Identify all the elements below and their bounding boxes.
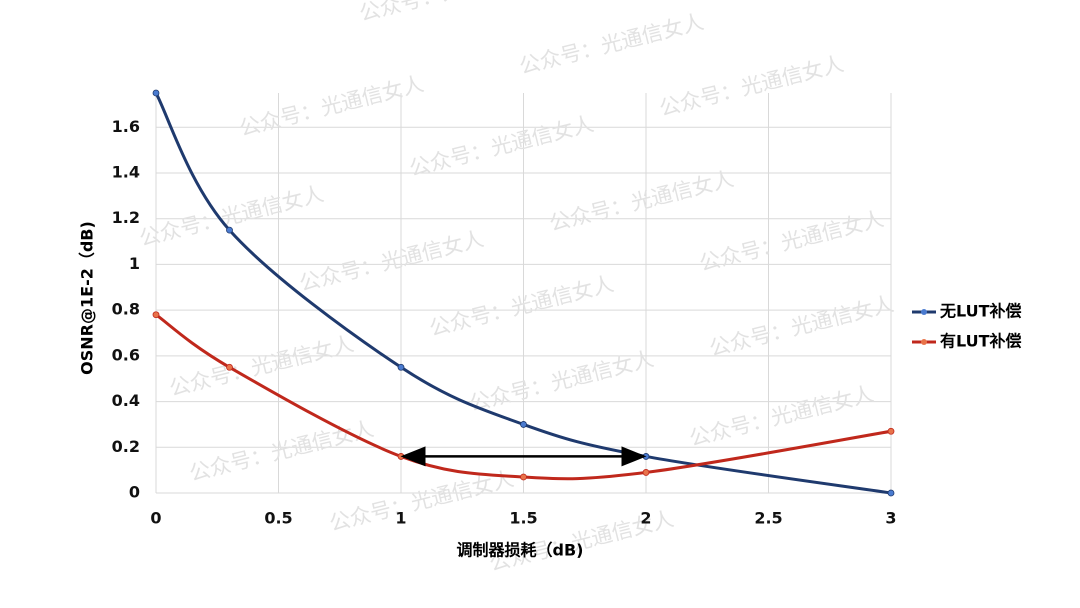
watermark: 公众号：光通信女人	[657, 52, 846, 121]
point	[152, 311, 160, 319]
point	[887, 427, 895, 435]
legend-label: 有LUT补偿	[940, 332, 1022, 351]
y-tick-label: 1.2	[112, 208, 140, 227]
x-tick-label: 1	[395, 509, 406, 528]
series-line	[154, 92, 892, 495]
y-axis-label: OSNR@1E-2（dB)	[78, 221, 97, 375]
point	[887, 489, 895, 497]
watermark: 公众号：光通信女人	[427, 272, 616, 341]
watermark: 公众号：光通信女人	[467, 347, 656, 416]
watermark: 公众号：光通信女人	[707, 292, 896, 361]
watermark: 公众号：光通信女人	[237, 72, 426, 141]
y-tick-label: 0.6	[112, 345, 140, 364]
y-tick-label: 1	[129, 254, 140, 273]
legend-marker	[921, 339, 927, 345]
point	[226, 363, 233, 371]
y-tick-label: 1.6	[112, 117, 140, 136]
point	[642, 469, 650, 476]
watermark: 公众号：光通信女人	[407, 112, 596, 181]
point	[520, 421, 527, 428]
point	[397, 363, 405, 371]
legend-marker	[921, 309, 927, 315]
watermark: 公众号：光通信女人	[187, 417, 376, 486]
x-tick-label: 0.5	[264, 509, 292, 528]
x-axis-label: 调制器损耗（dB)	[457, 541, 584, 560]
watermark: 公众号：光通信女人	[697, 207, 886, 276]
y-tick-label: 0.2	[112, 437, 140, 456]
legend-label: 无LUT补偿	[939, 302, 1022, 321]
watermark: 公众号：光通信女人	[547, 167, 736, 236]
watermark: 公众号：光通信女人	[167, 332, 356, 401]
watermark: 公众号：光通信女人	[297, 227, 486, 296]
x-tick-label: 2	[640, 509, 651, 528]
y-tick-label: 0.4	[112, 391, 140, 410]
point	[520, 473, 527, 481]
y-tick-label: 1.4	[112, 163, 140, 182]
watermark: 公众号：光通信女人	[137, 182, 326, 251]
point	[226, 226, 233, 234]
watermark: 公众号：光通信女人	[517, 10, 706, 79]
x-tick-label: 3	[885, 509, 896, 528]
point	[152, 89, 160, 97]
y-tick-label: 0	[129, 483, 140, 502]
x-tick-label: 2.5	[754, 509, 782, 528]
x-tick-label: 0	[150, 509, 161, 528]
watermark: 公众号：光通信女人	[327, 467, 516, 536]
watermark: 公众号：光通信女人	[357, 0, 546, 26]
x-tick-label: 1.5	[509, 509, 537, 528]
y-tick-label: 0.8	[112, 300, 140, 319]
